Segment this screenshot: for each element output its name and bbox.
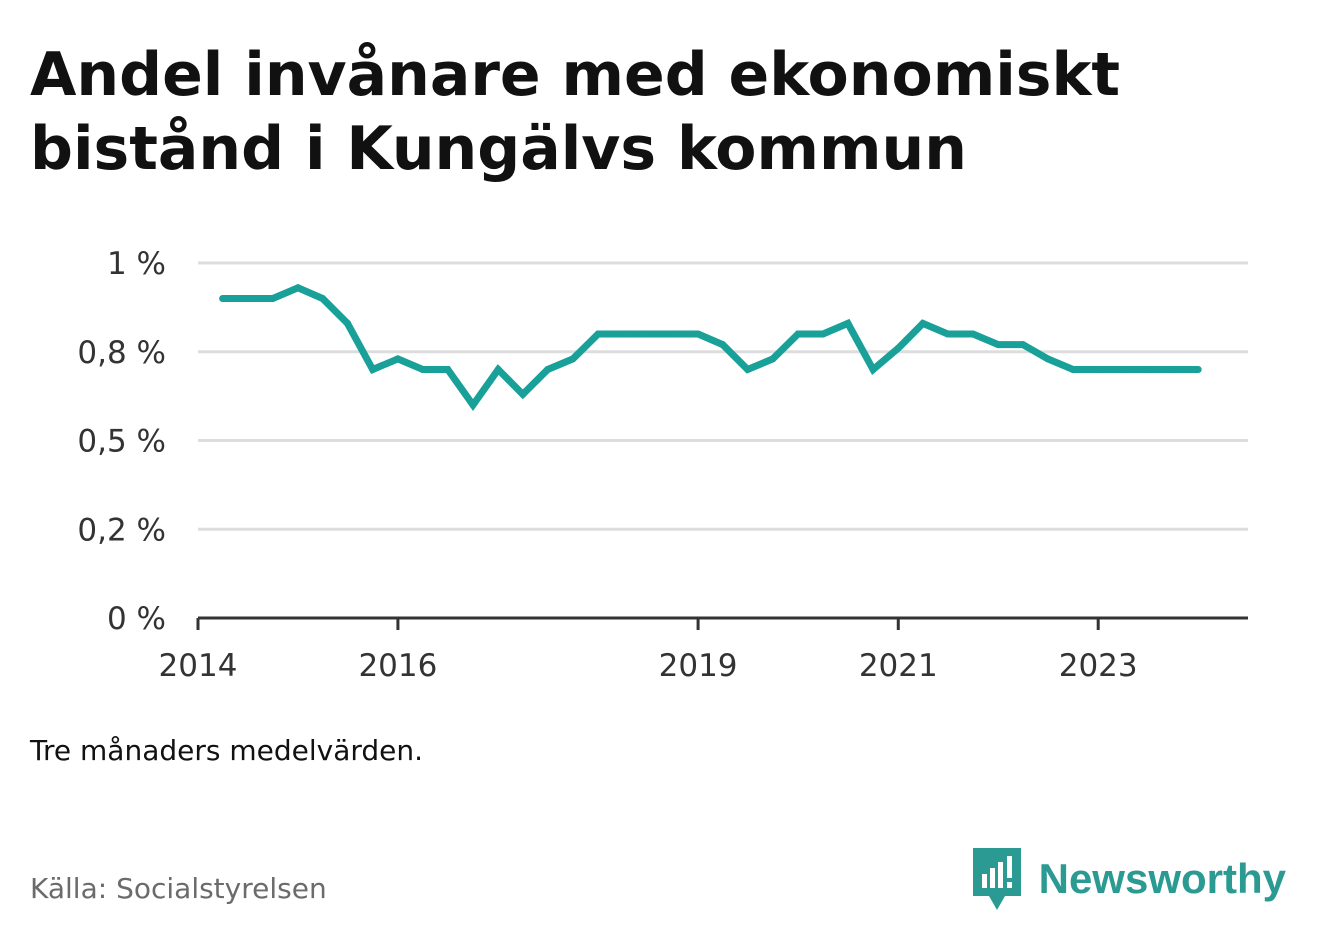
data-point: [294, 284, 302, 292]
data-point: [1144, 366, 1152, 373]
y-tick-labels: 0 % 0,2 % 0,5 % 0,8 % 1 %: [77, 246, 166, 637]
data-point: [794, 330, 802, 338]
data-point: [619, 330, 627, 338]
data-point: [744, 366, 752, 373]
data-point: [444, 366, 452, 373]
data-point: [1094, 366, 1102, 373]
data-point: [1169, 366, 1177, 373]
data-point: [844, 319, 852, 327]
data-point: [244, 295, 252, 302]
y-tick-label: 1 %: [107, 246, 166, 282]
brand-logo: Newsworthy: [972, 848, 1286, 910]
newsworthy-logo-icon: [972, 848, 1021, 910]
data-point: [394, 355, 402, 363]
data-point: [544, 366, 552, 373]
data-point: [969, 330, 977, 338]
data-point: [269, 295, 277, 302]
chart-area: 0 % 0,2 % 0,5 % 0,8 % 1 % 2014 2016 2019 2021 20…: [0, 230, 1322, 700]
y-tick-label: 0,2 %: [77, 512, 166, 548]
y-tick-label: 0,5 %: [77, 424, 166, 460]
source-text: Källa: Socialstyrelsen: [30, 872, 327, 905]
x-tick-labels: 2014 2016 2019 2021 2023: [159, 648, 1138, 684]
data-point: [419, 366, 427, 373]
data-point: [1119, 366, 1127, 373]
series-line: [222, 283, 1199, 412]
brand-name: Newsworthy: [1038, 855, 1286, 902]
data-point: [894, 344, 902, 352]
data-point: [369, 366, 377, 373]
x-tick-label: 2023: [1059, 648, 1138, 684]
data-point: [769, 355, 777, 363]
data-point: [1019, 341, 1027, 349]
data-point: [494, 366, 502, 373]
x-tick-label: 2014: [159, 648, 238, 684]
data-point: [319, 295, 327, 302]
line-chart: 0 %0,2 %0,5 %0,8 %1 % 2014 2016 2019 2021 20…: [77, 246, 1248, 684]
data-point: [594, 330, 602, 338]
data-point: [694, 330, 702, 338]
data-point: [519, 390, 527, 398]
grid-lines: [198, 261, 1248, 531]
data-point: [569, 355, 577, 363]
data-point: [344, 319, 351, 327]
data-point: [719, 341, 727, 349]
data-point: [1044, 355, 1052, 363]
series-layer: [219, 283, 1202, 412]
data-point: [869, 366, 877, 373]
x-tick-label: 2021: [859, 648, 938, 684]
data-point: [1069, 366, 1077, 373]
y-tick-label: 0,8 %: [77, 335, 166, 371]
data-point: [919, 319, 927, 327]
data-point: [219, 295, 227, 302]
data-point: [469, 401, 477, 409]
data-point: [944, 330, 952, 338]
x-tick-label: 2019: [659, 648, 738, 684]
chart-title: Andel invånare med ekonomiskt bistånd i …: [30, 40, 1121, 184]
data-point: [819, 330, 827, 338]
chart-note: Tre månaders medelvärden.: [30, 734, 424, 767]
data-point: [994, 341, 1002, 349]
data-point: [669, 330, 677, 338]
x-axis: [196, 616, 1248, 630]
data-point: [1194, 366, 1202, 373]
y-tick-label: 0 %: [107, 601, 166, 637]
x-tick-label: 2016: [358, 648, 437, 684]
data-point: [644, 330, 652, 338]
